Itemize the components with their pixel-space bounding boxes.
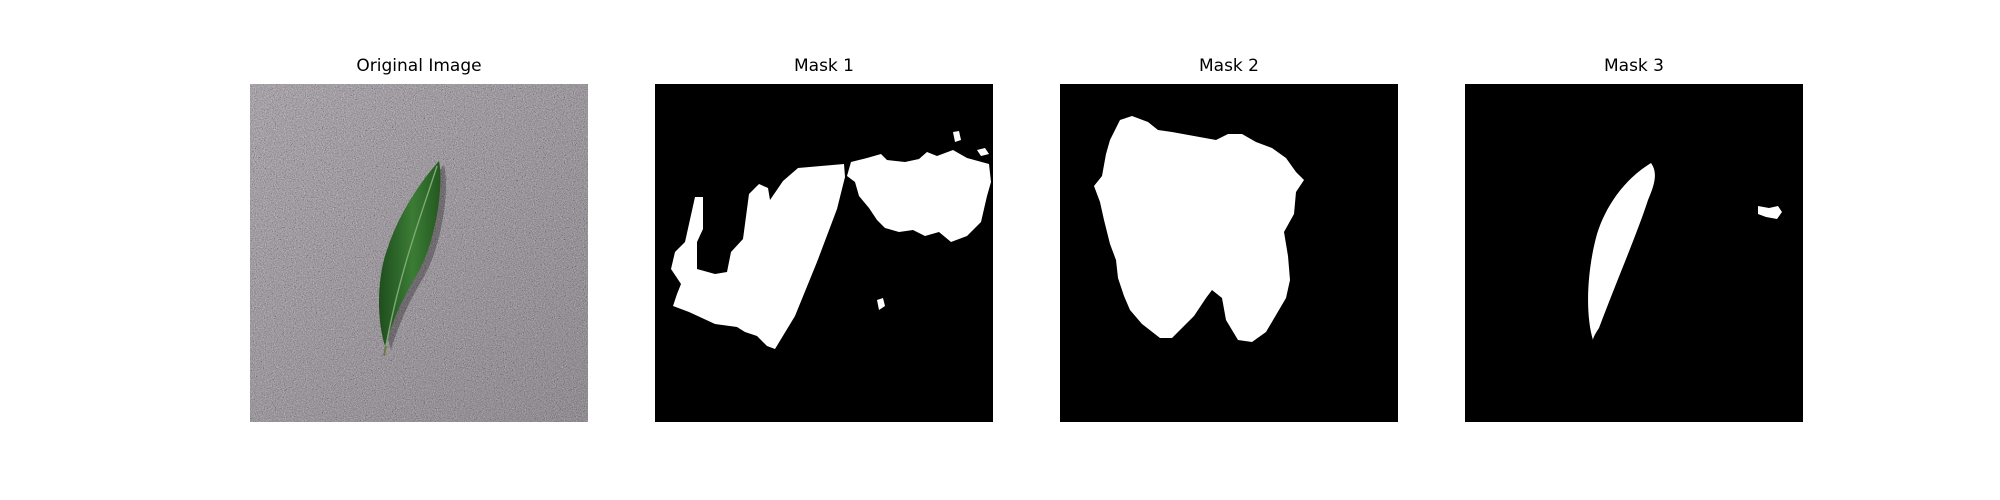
- mask-1-background: [655, 84, 993, 422]
- mask-2-image: [1060, 84, 1398, 422]
- mask-3-title: Mask 3: [1603, 56, 1664, 76]
- mask-3-speck: [1758, 206, 1782, 219]
- leaf-stem: [383, 345, 387, 357]
- mask-1-image: [655, 84, 993, 422]
- mask-3-image: [1465, 84, 1803, 422]
- mask-1-title: Mask 1: [793, 56, 854, 76]
- mask-3-background: [1465, 84, 1803, 422]
- original-image-title: Original Image: [356, 56, 482, 76]
- mask-1-speck-bottom: [877, 298, 885, 310]
- mask-2-title: Mask 2: [1198, 56, 1259, 76]
- mask-2-region: [1094, 116, 1304, 342]
- leaf: [378, 161, 441, 346]
- mask-1-speck-top: [953, 131, 961, 142]
- original-image: [250, 84, 588, 422]
- mask-3-leaf-region: [1588, 163, 1655, 340]
- leaf-midrib: [385, 165, 438, 347]
- mask-1-left-region: [671, 164, 845, 349]
- mask-1-speck-right: [977, 148, 989, 156]
- mask-1-right-region: [847, 150, 991, 242]
